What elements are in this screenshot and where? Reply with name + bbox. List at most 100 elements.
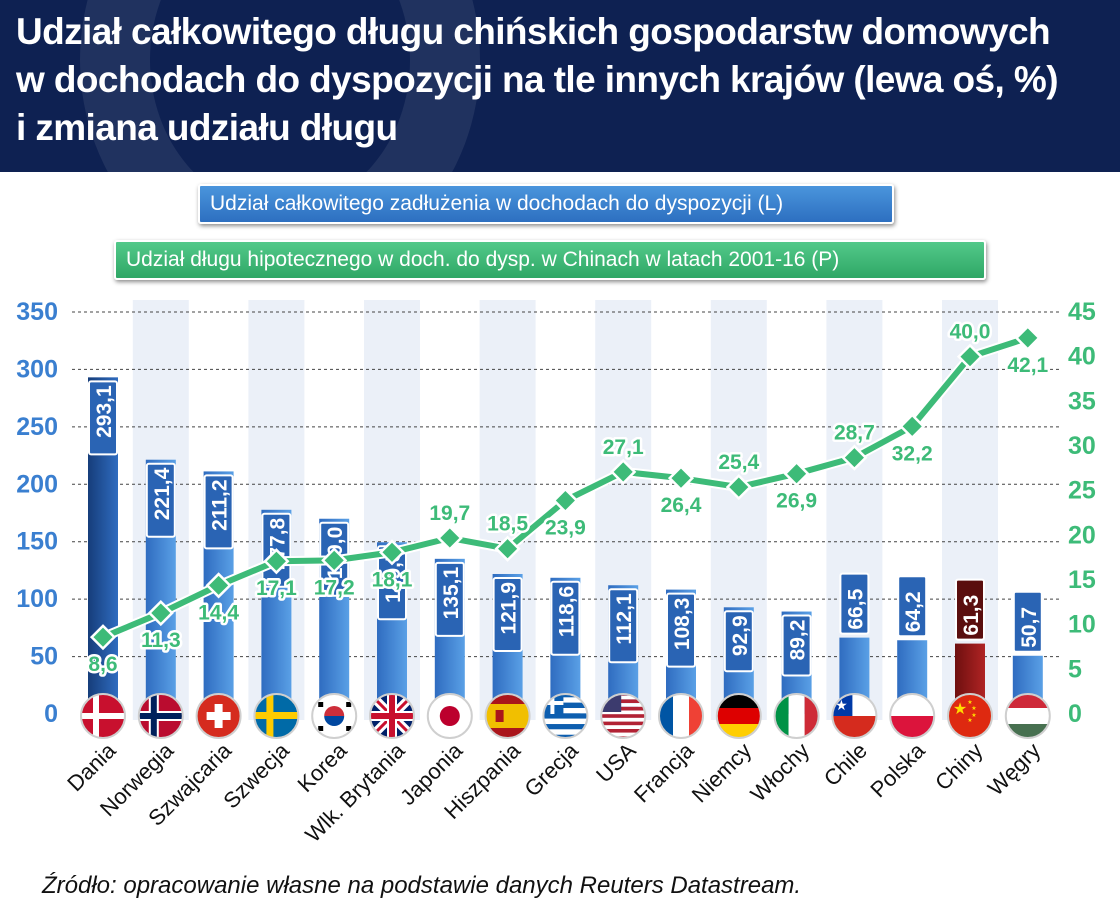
line-value-label: 40,0 — [950, 321, 991, 344]
line-value-label-halo: 32,2 — [892, 442, 933, 465]
line-value-label: 23,9 — [545, 516, 586, 539]
bar-value-label: 50,7 — [1018, 607, 1041, 648]
china-flag: ★ ★★★★ — [948, 694, 992, 738]
line-point — [89, 624, 117, 651]
greece-flag — [543, 694, 588, 738]
line-value-label-halo: 40,0 — [950, 321, 991, 344]
flag-part — [601, 710, 646, 715]
line-point — [263, 548, 290, 575]
bar-value-label: 221,4 — [151, 467, 174, 520]
left-axis-tick: 150 — [16, 528, 58, 556]
line-value-label: 18,1 — [372, 568, 413, 591]
bar-value-label: 66,5 — [844, 588, 867, 629]
flag-part — [543, 718, 588, 725]
line-value-label-halo: 18,5 — [487, 513, 528, 536]
bar-value-label-group: 149,5 — [377, 545, 407, 621]
bar-value-label-bg — [723, 610, 754, 673]
header-banner: Udział całkowitego długu chińskich gospo… — [0, 0, 1120, 172]
line-value-label: 42,1 — [1007, 354, 1048, 377]
spain-flag-ring — [484, 693, 531, 739]
title-line-1: Udział całkowitego długu chińskich gospo… — [16, 11, 1051, 52]
denmark-flag — [81, 694, 125, 738]
line-point — [1014, 324, 1041, 351]
switzerland-flag-ring — [195, 693, 242, 739]
flag-part — [543, 702, 588, 709]
line-point — [494, 535, 521, 562]
poland-flag — [890, 694, 935, 738]
italy-flag — [774, 694, 819, 738]
category-label: Włochy — [745, 738, 814, 807]
category-label: Chiny — [930, 738, 987, 795]
bar-value-label-group: 121,9 — [492, 576, 523, 652]
bar-value-label-group: 293,1 — [88, 380, 118, 456]
line-value-label-halo: 17,2 — [314, 576, 355, 599]
line-value-label-halo: 14,4 — [198, 601, 239, 624]
flag-part — [543, 694, 588, 698]
flag-part — [485, 704, 530, 728]
bar-value-label-bg — [666, 592, 696, 668]
source-note: Źródło: opracowanie własne na podstawie … — [42, 872, 802, 899]
category-label: Francja — [629, 737, 699, 807]
line-value-label: 14,4 — [198, 601, 239, 624]
denmark-flag-ring — [80, 693, 126, 739]
left-axis-tick: 50 — [30, 643, 58, 671]
bar-value-label: 108,3 — [671, 598, 694, 651]
left-axis-tick: 350 — [16, 298, 58, 326]
bar-value-label-group: 64,2 — [897, 575, 928, 638]
flag-part — [346, 702, 352, 707]
bar-value-label-bg — [203, 474, 234, 550]
flag-part — [81, 713, 125, 719]
right-axis-tick: 10 — [1068, 611, 1096, 639]
flag-part — [601, 699, 646, 704]
hungary-flag-ring — [1004, 693, 1051, 739]
line-point — [378, 539, 406, 566]
line-value-label: 8,6 — [88, 653, 117, 676]
right-axis-tick: 0 — [1068, 700, 1082, 728]
header-decoration — [80, 0, 480, 172]
bar-value-label-group: 112,1 — [608, 588, 639, 664]
line-value-label: 26,4 — [661, 494, 702, 517]
bar-value-label-group: 211,2 — [203, 474, 234, 550]
flag-part — [788, 694, 805, 738]
flag-part — [601, 714, 646, 718]
line-value-label: 17,2 — [314, 576, 355, 599]
line-value-label: 32,2 — [892, 442, 933, 465]
flag-part — [890, 694, 935, 716]
norway-flag-ring — [137, 693, 184, 739]
line-point — [899, 413, 926, 440]
switzerland-flag — [196, 694, 241, 738]
category-label: USA — [591, 738, 641, 788]
flag-part — [206, 712, 231, 720]
right-axis-tick: 35 — [1068, 387, 1096, 415]
bar-value-label: 89,2 — [787, 620, 810, 661]
right-axis-tick: 40 — [1068, 343, 1096, 371]
flag-part — [543, 713, 588, 719]
bar-value-label-group: 89,2 — [781, 614, 812, 677]
title-line-3: i zmiana udziału długu — [16, 107, 398, 148]
flag-part — [716, 708, 761, 724]
flag-part — [832, 716, 877, 738]
flag-part — [948, 694, 992, 738]
flag-part — [543, 734, 588, 738]
flag-star: ★ — [971, 705, 976, 712]
flag-part — [543, 708, 588, 714]
line-point — [956, 343, 984, 370]
bar-value-label: 121,9 — [498, 582, 521, 635]
bar-value-label-bg — [434, 561, 465, 637]
poland-flag-ring — [889, 693, 936, 739]
south-korea-flag — [312, 694, 357, 738]
bar-value-label: 293,1 — [93, 385, 116, 438]
line-point — [147, 599, 174, 627]
bar-value-label: 135,1 — [440, 567, 463, 620]
japan-flag — [427, 694, 472, 738]
line-value-label-halo: 23,9 — [545, 516, 586, 539]
category-label: Polska — [865, 737, 930, 802]
flag-part — [543, 701, 564, 705]
line-point — [667, 465, 695, 492]
flag-part — [318, 702, 324, 707]
bar-value-label-bg — [550, 580, 581, 656]
flag-part — [601, 725, 646, 729]
sweden-flag-ring — [253, 693, 300, 739]
flag-part — [543, 697, 588, 703]
